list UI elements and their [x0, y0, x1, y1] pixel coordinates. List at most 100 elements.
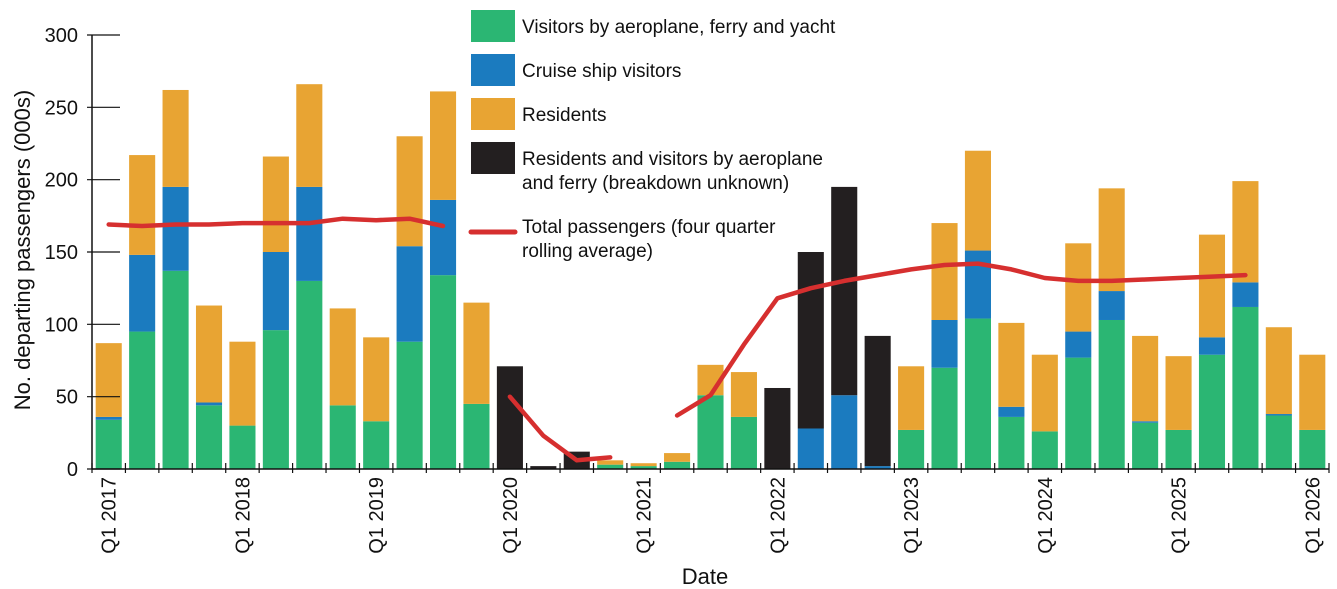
x-tick-label-4: Q1 2021 [634, 477, 656, 554]
bar-segment-2019Q2-s2 [396, 136, 423, 247]
bar-segment-2021Q1-s0 [630, 466, 657, 469]
bar-segment-2023Q2-s2 [931, 223, 958, 320]
bar-segment-2023Q4-s2 [998, 322, 1025, 407]
y-tick-label-250: 250 [45, 97, 78, 119]
bar-segment-2020Q4-s2 [597, 460, 624, 465]
bar-segment-2020Q2-s3 [530, 466, 557, 469]
bar-segment-2017Q2-s0 [129, 331, 156, 469]
bar-segment-2019Q2-s0 [396, 341, 423, 469]
bar-segment-2019Q3-s2 [430, 91, 457, 200]
legend-label-1: Cruise ship visitors [522, 61, 681, 82]
bar-segment-2018Q1-s2 [229, 341, 256, 426]
bar-segment-2023Q1-s2 [898, 366, 925, 430]
bar-segment-2024Q4-s2 [1132, 335, 1159, 422]
bar-segment-2024Q3-s2 [1098, 188, 1125, 292]
legend: Visitors by aeroplane, ferry and yacht Cr… [468, 10, 836, 262]
bar-segment-2024Q4-s0 [1132, 422, 1159, 469]
line-series-segment-2 [674, 261, 1248, 418]
bar-segment-2017Q3-s0 [162, 270, 189, 469]
bar-segment-2026Q1-s2 [1299, 354, 1326, 430]
legend-swatch-0 [471, 10, 515, 42]
bar-segment-2017Q1-s0 [95, 419, 122, 469]
bar-segment-2023Q2-s1 [931, 319, 958, 368]
x-tick-label-5: Q1 2022 [767, 477, 789, 554]
bar-segment-2017Q1-s2 [95, 343, 122, 417]
bar-segment-2023Q1-s0 [898, 429, 925, 469]
y-tick-label-0: 0 [67, 459, 78, 481]
x-tick-label-6: Q1 2023 [901, 477, 923, 554]
bar-segment-2024Q2-s0 [1065, 357, 1092, 469]
bar-segment-2023Q3-s2 [964, 150, 991, 251]
x-tick-label-1: Q1 2018 [232, 477, 254, 554]
bar-segment-2024Q3-s1 [1098, 291, 1125, 320]
legend-swatch-3 [471, 142, 515, 174]
bar-segment-2025Q1-s2 [1165, 356, 1192, 430]
bar-segment-2017Q3-s1 [162, 186, 189, 271]
bar-segment-2019Q4-s2 [463, 302, 490, 404]
bar-segment-2018Q4-s0 [329, 405, 356, 469]
x-tick-label-8: Q1 2025 [1169, 477, 1191, 554]
bar-segment-2017Q4-s0 [195, 405, 223, 469]
bar-segment-2022Q2-s1 [797, 428, 824, 469]
y-axis-title: No. departing passengers (000s) [10, 90, 35, 410]
bar-segment-2018Q1-s0 [229, 425, 256, 469]
bar-segment-2023Q3-s0 [964, 318, 991, 469]
bar-segment-2025Q2-s2 [1198, 234, 1226, 338]
bar-segment-2024Q2-s2 [1065, 243, 1092, 332]
bar-segment-2025Q1-s0 [1165, 429, 1192, 469]
bar-segment-2024Q4-s1 [1132, 421, 1159, 423]
bar-segment-2018Q2-s1 [262, 252, 289, 331]
x-axis-title: Date [682, 564, 728, 589]
y-tick-label-300: 300 [45, 25, 78, 47]
bar-segment-2019Q2-s1 [396, 246, 423, 342]
bar-segment-2017Q3-s2 [162, 89, 189, 187]
bar-segment-2025Q3-s2 [1232, 181, 1259, 283]
bar-segment-2020Q1-s3 [496, 366, 523, 469]
legend-swatch-1 [471, 54, 515, 86]
bar-segment-2025Q2-s1 [1198, 337, 1226, 355]
line-series-segment-1 [507, 394, 613, 463]
bar-segment-2021Q4-s0 [730, 416, 757, 469]
bar-segment-2023Q4-s1 [998, 406, 1025, 417]
bar-segment-2022Q3-s1 [831, 395, 858, 469]
bar-segment-2019Q3-s1 [430, 199, 457, 276]
bar-segment-2021Q4-s2 [730, 372, 757, 417]
bar-segment-2021Q2-s2 [664, 453, 691, 462]
bar-segment-2025Q3-s1 [1232, 282, 1259, 307]
bar-segment-2025Q4-s1 [1265, 414, 1292, 416]
bar-segment-2020Q4-s0 [597, 464, 624, 469]
bar-segment-2022Q1-s3 [764, 387, 791, 469]
x-tick-label-9: Q1 2026 [1302, 477, 1324, 554]
bar-segment-2019Q3-s0 [430, 275, 457, 469]
bar-segment-2018Q3-s2 [296, 84, 323, 187]
bar-segment-2017Q4-s2 [195, 305, 223, 403]
line-series-segment-0 [106, 216, 446, 229]
bar-segment-2018Q2-s2 [262, 156, 289, 252]
bar-segment-2025Q3-s0 [1232, 306, 1259, 469]
bar-segment-2021Q2-s0 [664, 461, 691, 469]
bar-segment-2018Q2-s0 [262, 330, 289, 469]
bar-segment-2024Q1-s0 [1031, 431, 1058, 469]
bar-segment-2022Q4-s3 [864, 335, 891, 467]
axes-layer: 0 50 100 150 200 250 300 Q1 2017 Q1 2018 Q1 2019 Q… [45, 25, 1330, 554]
bar-segment-2018Q3-s0 [296, 280, 323, 469]
bar-segment-2025Q4-s0 [1265, 415, 1292, 469]
bar-segment-2023Q4-s0 [998, 416, 1025, 469]
legend-label-4: Total passengers (four quarter rolling av… [522, 217, 776, 262]
legend-label-3: Residents and visitors by aeroplane and f… [522, 149, 823, 194]
bar-segment-2019Q1-s2 [363, 337, 390, 422]
bar-segment-2023Q3-s1 [964, 250, 991, 319]
x-tick-label-2: Q1 2019 [366, 477, 388, 554]
line-layer [106, 216, 1248, 463]
bar-segment-2025Q4-s2 [1265, 327, 1292, 415]
legend-label-2: Residents [522, 105, 607, 126]
bar-segment-2018Q3-s1 [296, 186, 323, 281]
bar-segment-2023Q2-s0 [931, 367, 958, 469]
bar-segment-2017Q2-s2 [129, 155, 156, 255]
y-tick-label-100: 100 [45, 314, 78, 336]
bar-segment-2017Q1-s1 [95, 416, 122, 420]
y-tick-label-150: 150 [45, 242, 78, 264]
bar-segment-2017Q4-s1 [195, 402, 223, 406]
